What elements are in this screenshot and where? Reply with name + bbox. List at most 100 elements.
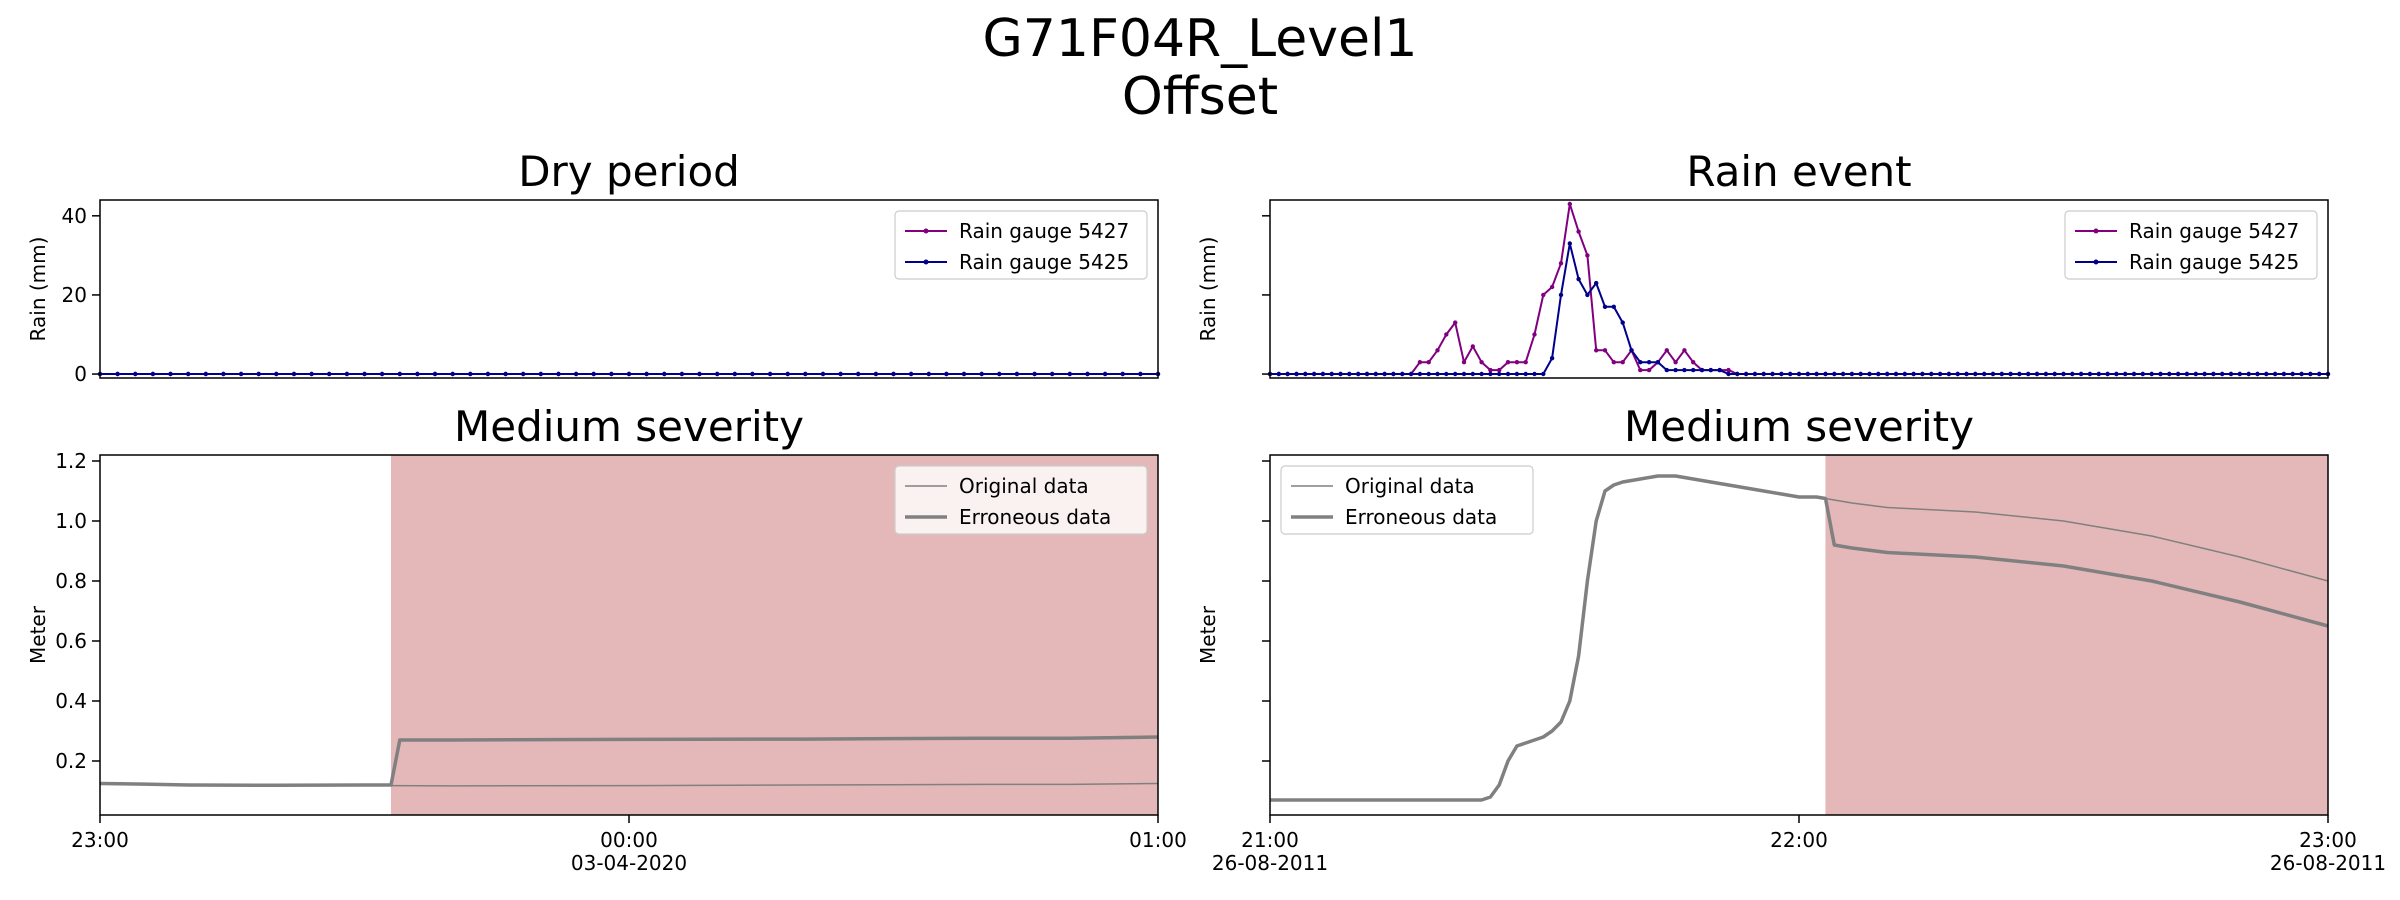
data-point: [2052, 371, 2057, 377]
data-point: [1814, 371, 1819, 377]
data-point: [168, 371, 173, 377]
data-point: [1611, 304, 1617, 309]
data-point: [291, 371, 297, 377]
data-point: [1946, 371, 1952, 377]
data-point: [2308, 371, 2313, 377]
x-tick-label: 00:00: [600, 828, 658, 852]
data-point: [1050, 371, 1055, 377]
data-point: [1558, 292, 1564, 298]
data-point: [1338, 371, 1343, 377]
legend-frame: [894, 210, 1148, 280]
data-point: [1417, 360, 1423, 365]
data-point: [979, 371, 984, 377]
data-point: [309, 371, 314, 377]
data-point: [662, 371, 667, 377]
data-point: [1638, 367, 1643, 373]
data-point: [556, 371, 561, 377]
data-point: [1708, 367, 1714, 373]
data-point: [1929, 371, 1934, 377]
data-point: [186, 371, 191, 377]
data-point: [2211, 371, 2216, 377]
data-point: [1673, 360, 1678, 365]
data-point: [1664, 348, 1670, 353]
legend: Rain gauge 5427 Rain gauge 5425: [2064, 210, 2318, 280]
data-point: [1920, 371, 1925, 377]
data-point: [1408, 371, 1414, 377]
data-point: [1514, 371, 1520, 377]
plot-frame: [99, 199, 1159, 379]
data-point: [626, 371, 632, 377]
data-point: [697, 371, 702, 377]
data-point: [1470, 371, 1476, 377]
y-axis-label: Meter: [1196, 605, 1220, 664]
data-point: [432, 371, 438, 377]
data-point: [1102, 371, 1108, 377]
data-point: [2096, 371, 2101, 377]
data-point: [609, 371, 614, 377]
data-point: [1955, 371, 1960, 377]
data-point: [1937, 371, 1943, 377]
data-point: [644, 371, 649, 377]
legend-marker: [2093, 259, 2099, 265]
data-point: [1691, 367, 1696, 373]
data-point: [1523, 360, 1528, 365]
data-point: [1805, 371, 1811, 377]
data-point: [1788, 371, 1793, 377]
data-point: [1303, 371, 1308, 377]
y-tick-label: 0.4: [55, 689, 87, 713]
data-point: [1585, 253, 1590, 258]
data-point: [679, 371, 685, 377]
data-point: [1391, 371, 1396, 377]
data-point: [1982, 371, 1987, 377]
data-point: [1629, 348, 1634, 353]
x-tick-label: 26-08-2011: [1212, 851, 1328, 875]
series-line-0: [1270, 203, 2328, 375]
data-point: [1823, 371, 1828, 377]
data-point: [1549, 284, 1555, 290]
x-tick-label: 22:00: [1770, 828, 1828, 852]
series-line-1: [99, 735, 1159, 788]
data-point: [1541, 371, 1546, 377]
data-point: [785, 371, 790, 377]
data-point: [1470, 344, 1476, 349]
data-point: [1699, 367, 1705, 373]
data-point: [1602, 304, 1608, 309]
data-point: [379, 371, 385, 377]
data-point: [1417, 371, 1423, 377]
data-point: [1329, 371, 1334, 377]
data-point: [2017, 371, 2022, 377]
legend-label: Rain gauge 5425: [2129, 250, 2299, 274]
data-point: [873, 371, 879, 377]
data-point: [2228, 371, 2234, 377]
data-point: [1294, 371, 1299, 377]
data-point: [891, 371, 896, 377]
legend-marker: [923, 259, 929, 265]
data-point: [344, 371, 350, 377]
data-point: [2184, 371, 2190, 377]
data-point: [1726, 367, 1731, 373]
data-point: [2061, 371, 2066, 377]
data-point: [1558, 261, 1564, 266]
shaded-region: [1825, 455, 2328, 815]
data-point: [2070, 371, 2075, 377]
y-tick-label: 0.6: [55, 629, 87, 653]
y-tick-label: 1.0: [55, 509, 87, 533]
data-point: [591, 371, 596, 377]
series-line-1: [1270, 474, 2329, 802]
plot-frame: [1269, 199, 2329, 379]
data-point: [538, 371, 543, 377]
data-point: [415, 371, 420, 377]
data-point: [2078, 371, 2084, 377]
data-point: [1576, 276, 1581, 282]
data-point: [1779, 371, 1784, 377]
data-point: [926, 371, 931, 377]
data-point: [1576, 229, 1581, 234]
y-axis-label: Rain (mm): [26, 237, 50, 342]
data-point: [1435, 348, 1440, 353]
data-point: [1717, 367, 1722, 373]
legend-label: Original data: [959, 474, 1089, 498]
